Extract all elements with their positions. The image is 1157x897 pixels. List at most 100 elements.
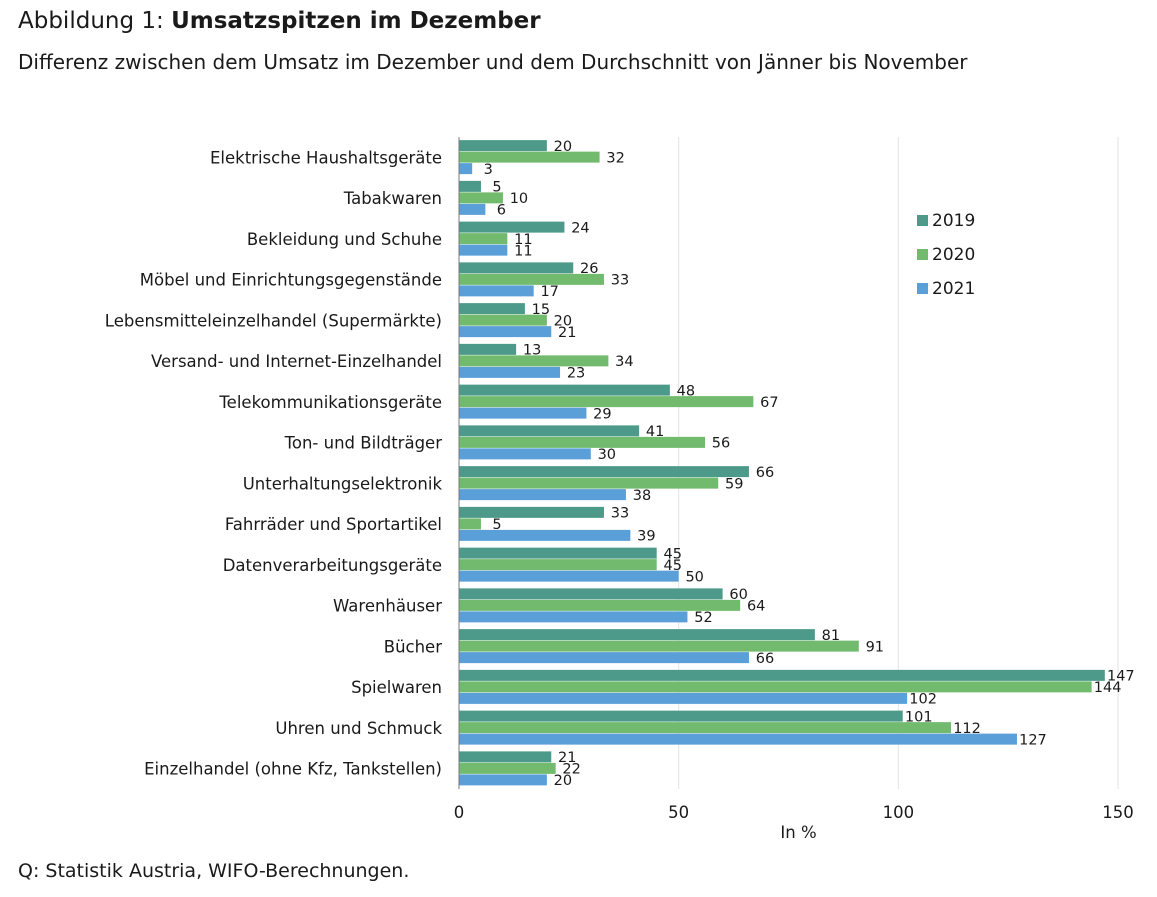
data-label: 5 — [492, 517, 501, 533]
data-label: 45 — [663, 558, 681, 574]
data-label: 64 — [747, 599, 765, 615]
bar-2020 — [459, 559, 657, 571]
bar-2019 — [459, 303, 525, 315]
data-label: 3 — [484, 162, 493, 178]
data-label: 10 — [510, 191, 528, 207]
figure-title-prefix: Abbildung 1: — [18, 8, 172, 34]
bar-2021 — [459, 407, 587, 419]
category-label: Telekommunikationsgeräte — [218, 393, 442, 412]
bar-2021 — [459, 774, 547, 786]
data-label: 102 — [909, 692, 937, 708]
bar-2021 — [459, 163, 473, 175]
data-label: 52 — [694, 610, 712, 626]
data-label: 59 — [725, 476, 743, 492]
data-label: 33 — [611, 273, 629, 289]
data-label: 41 — [646, 424, 664, 440]
bar-2019 — [459, 629, 815, 641]
data-label: 144 — [1094, 680, 1122, 696]
x-tick-label: 150 — [1102, 803, 1134, 822]
bar-2021 — [459, 652, 749, 664]
data-label: 81 — [822, 628, 840, 644]
data-label: 112 — [953, 721, 981, 737]
bar-2020 — [459, 518, 481, 530]
legend-swatch-2019 — [917, 215, 928, 226]
data-label: 21 — [558, 750, 576, 766]
bar-2021 — [459, 570, 679, 582]
bar-2020 — [459, 355, 609, 367]
data-label: 29 — [593, 406, 611, 422]
data-label: 101 — [905, 709, 933, 725]
bar-2021 — [459, 285, 534, 297]
data-label: 11 — [514, 243, 532, 259]
bar-2021 — [459, 244, 508, 256]
x-tick-label: 50 — [668, 803, 689, 822]
data-label: 20 — [554, 773, 572, 789]
data-label: 30 — [598, 447, 616, 463]
category-label: Möbel und Einrichtungsgegenstände — [140, 271, 442, 290]
data-label: 32 — [606, 150, 624, 166]
category-label: Spielwaren — [351, 678, 442, 697]
bar-2020 — [459, 681, 1092, 693]
category-label: Einzelhandel (ohne Kfz, Tankstellen) — [144, 760, 442, 779]
x-tick-label: 100 — [883, 803, 915, 822]
bar-2019 — [459, 547, 657, 559]
figure-title-main: Umsatzspitzen im Dezember — [171, 8, 541, 34]
bar-2021 — [459, 366, 561, 378]
data-label: 20 — [554, 139, 572, 155]
bar-2019 — [459, 669, 1105, 681]
data-label: 6 — [497, 203, 506, 219]
category-label: Ton- und Bildträger — [284, 434, 443, 453]
category-label: Bücher — [384, 637, 442, 656]
data-label: 26 — [580, 261, 598, 277]
data-label: 60 — [729, 587, 747, 603]
source-note: Q: Statistik Austria, WIFO-Berechnungen. — [18, 860, 410, 882]
data-label: 50 — [685, 569, 703, 585]
legend-label-2020: 2020 — [932, 245, 975, 265]
bar-2021 — [459, 448, 591, 460]
category-label: Tabakwaren — [343, 189, 442, 208]
data-label: 21 — [558, 325, 576, 341]
category-label: Warenhäuser — [333, 597, 442, 616]
x-tick-label: 0 — [454, 803, 465, 822]
bar-2020 — [459, 233, 508, 245]
data-label: 5 — [492, 180, 501, 196]
data-label: 147 — [1107, 669, 1135, 685]
category-label: Versand- und Internet-Einzelhandel — [151, 352, 442, 371]
bar-2020 — [459, 273, 604, 285]
data-label: 13 — [523, 343, 541, 359]
bar-2020 — [459, 477, 719, 489]
bar-2019 — [459, 425, 640, 437]
bar-2020 — [459, 640, 859, 652]
data-label: 20 — [554, 313, 572, 329]
data-label: 33 — [611, 506, 629, 522]
bar-2020 — [459, 314, 547, 326]
bar-2021 — [459, 692, 908, 704]
bar-2019 — [459, 180, 481, 192]
bar-2020 — [459, 762, 556, 774]
bar-2021 — [459, 733, 1017, 745]
data-label: 23 — [567, 366, 585, 382]
bar-2019 — [459, 262, 574, 274]
data-label: 15 — [532, 302, 550, 318]
figure-title: Abbildung 1: Umsatzspitzen im Dezember — [18, 8, 541, 34]
bar-2019 — [459, 751, 552, 763]
data-label: 17 — [540, 284, 558, 300]
bar-2019 — [459, 588, 723, 600]
figure-subtitle: Differenz zwischen dem Umsatz im Dezembe… — [18, 50, 968, 74]
bar-2021 — [459, 611, 688, 623]
data-label: 39 — [637, 529, 655, 545]
data-label: 91 — [866, 639, 884, 655]
category-label: Uhren und Schmuck — [275, 719, 442, 738]
category-label: Datenverarbeitungsgeräte — [223, 556, 442, 575]
bar-2019 — [459, 466, 749, 478]
data-label: 66 — [756, 651, 774, 667]
bar-2021 — [459, 326, 552, 338]
data-label: 56 — [712, 436, 730, 452]
category-label: Bekleidung und Schuhe — [247, 230, 442, 249]
bar-2019 — [459, 221, 565, 233]
data-label: 34 — [615, 354, 633, 370]
bar-2020 — [459, 192, 503, 204]
legend-swatch-2021 — [917, 283, 928, 294]
data-label: 38 — [633, 488, 651, 504]
